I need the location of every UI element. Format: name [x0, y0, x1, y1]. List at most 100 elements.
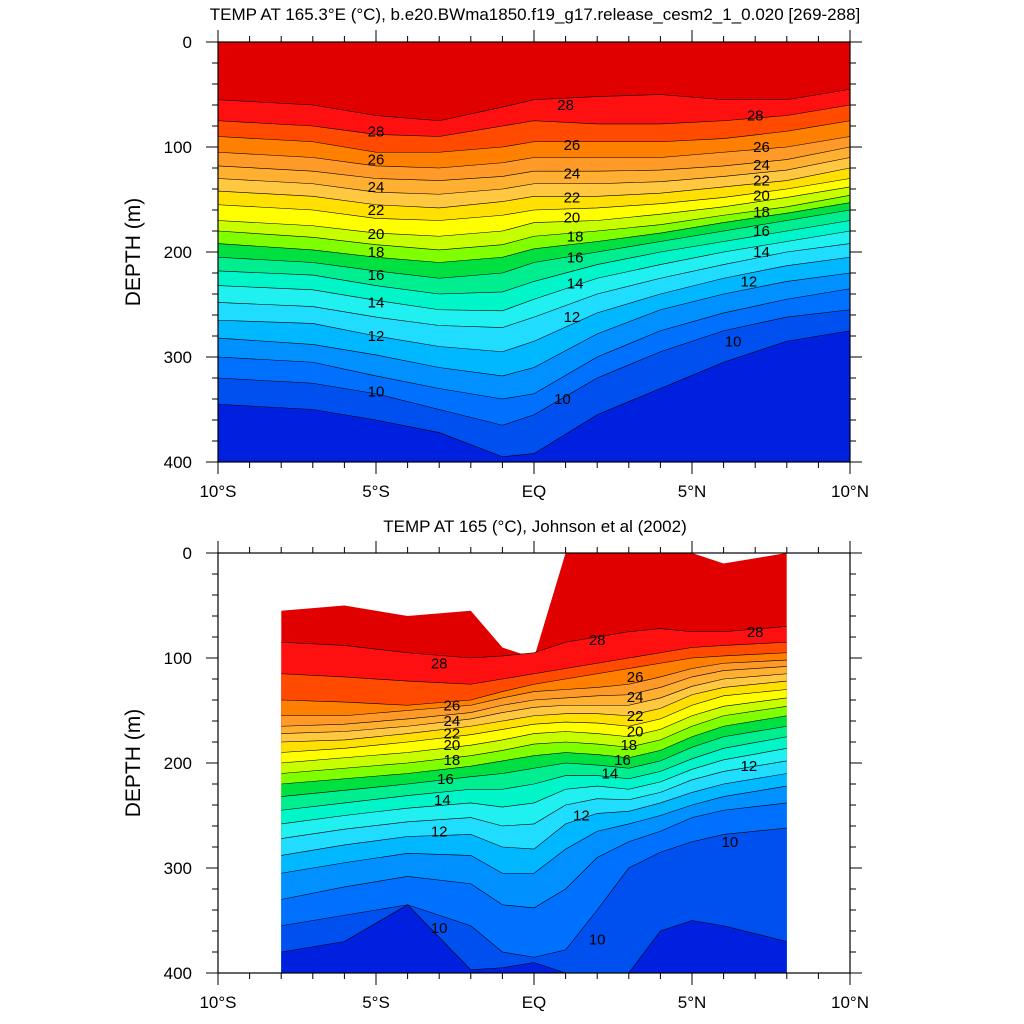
contour-label: 14 [368, 294, 385, 311]
top-panel-title: TEMP AT 165.3°E (°C), b.e20.BWma1850.f19… [210, 5, 861, 24]
contour-label: 28 [747, 624, 764, 641]
isotherm-line [281, 760, 787, 839]
contour-label: 24 [564, 165, 581, 182]
y-tick-label: 100 [164, 649, 192, 668]
contour-label: 18 [567, 228, 584, 245]
x-tick-label: 5°S [362, 482, 390, 501]
contour-label: 24 [443, 713, 460, 730]
contour-label: 20 [368, 226, 385, 243]
contour-label: 28 [747, 108, 764, 125]
isotherm-line [218, 309, 850, 426]
isotherm-line [218, 256, 850, 353]
bottom-panel-title: TEMP AT 165 (°C), Johnson et al (2002) [383, 517, 687, 536]
contour-label: 26 [564, 137, 581, 154]
x-tick-label: 5°N [678, 482, 707, 501]
contour-label: 28 [557, 97, 574, 114]
isotherm-line [218, 88, 850, 122]
top-panel-y-axis-label: DEPTH (m) [122, 198, 145, 307]
y-tick-label: 300 [164, 348, 192, 367]
temperature-band [281, 904, 787, 973]
contour-label: 10 [554, 391, 571, 408]
y-tick-label: 200 [164, 754, 192, 773]
isotherm-line [218, 209, 850, 279]
contour-label: 16 [614, 752, 631, 769]
bottom-panel-plot-area: 2826242220181614121028262422201816141210… [164, 541, 869, 1012]
isotherm-line [281, 652, 787, 706]
isotherm-line [218, 104, 850, 137]
contour-label: 18 [443, 752, 460, 769]
contour-label: 22 [564, 189, 581, 206]
contour-label: 16 [567, 249, 584, 266]
isotherm-line [218, 272, 850, 377]
contour-label: 28 [589, 632, 606, 649]
contour-label: 14 [753, 244, 770, 261]
x-tick-label: 10°N [831, 993, 869, 1012]
contour-label: 22 [753, 173, 770, 190]
isotherm-line [281, 697, 787, 764]
x-tick-label: EQ [522, 482, 547, 501]
isotherm-line [281, 680, 787, 743]
isotherm-line [281, 666, 787, 727]
isotherm-line [281, 748, 787, 825]
isotherm-line [281, 715, 787, 785]
isotherm-line [218, 230, 850, 312]
y-tick-label: 400 [164, 453, 192, 472]
isotherm-line [218, 186, 850, 237]
contour-label: 24 [627, 689, 644, 706]
contour-label: 26 [627, 669, 644, 686]
contour-label: 16 [368, 267, 385, 284]
isotherm-line [281, 904, 787, 973]
isotherm-line [281, 626, 787, 659]
isotherm-line [281, 785, 787, 874]
isotherm-line [218, 120, 850, 153]
isotherm-line [218, 330, 850, 458]
isotherm-line [218, 195, 850, 251]
contour-label: 12 [431, 823, 448, 840]
isotherm-line [218, 167, 850, 209]
y-tick-label: 300 [164, 859, 192, 878]
contour-label: 18 [753, 204, 770, 221]
isotherm-line [281, 725, 787, 797]
y-tick-label: 100 [164, 138, 192, 157]
temperature-band [218, 330, 850, 462]
contour-label: 16 [753, 223, 770, 240]
bottom-panel-y-axis-label: DEPTH (m) [122, 709, 145, 818]
isotherm-line [218, 220, 850, 295]
x-tick-label: 5°N [678, 993, 707, 1012]
contour-label: 18 [620, 737, 637, 754]
contour-label: 20 [443, 737, 460, 754]
top-panel-plot-area: 2826242220181614121028262422201816141210… [164, 30, 869, 501]
isotherm-line [281, 706, 787, 774]
isotherm-line [218, 136, 850, 169]
contour-label: 14 [601, 766, 618, 783]
isotherm-line [218, 157, 850, 195]
contour-label: 22 [368, 202, 385, 219]
contour-label: 20 [564, 209, 581, 226]
isotherm-line [281, 689, 787, 753]
isotherm-line [218, 288, 850, 400]
x-tick-label: 10°N [831, 482, 869, 501]
contour-fills [281, 553, 787, 973]
isotherm-line [281, 641, 787, 685]
contour-label: 18 [368, 244, 385, 261]
contour-label: 20 [753, 187, 770, 204]
y-tick-label: 200 [164, 243, 192, 262]
contour-label: 10 [725, 333, 742, 350]
contour-label: 12 [368, 328, 385, 345]
isotherm-line [281, 802, 787, 909]
y-tick-label: 400 [164, 964, 192, 983]
isotherm-line [218, 202, 850, 263]
x-tick-label: 10°S [199, 482, 236, 501]
contour-label: 20 [627, 724, 644, 741]
contour-label: 28 [368, 123, 385, 140]
isotherm-line [281, 673, 787, 734]
contour-label: 12 [573, 808, 590, 825]
contour-label: 22 [443, 726, 460, 743]
contour-label: 26 [443, 697, 460, 714]
isotherm-line [281, 773, 787, 856]
isotherm-line [218, 178, 850, 221]
bottom-panel-johnson: TEMP AT 165 (°C), Johnson et al (2002) D… [122, 517, 869, 1012]
top-panel-cesm2: TEMP AT 165.3°E (°C), b.e20.BWma1850.f19… [122, 5, 869, 501]
contour-label: 16 [437, 771, 454, 788]
